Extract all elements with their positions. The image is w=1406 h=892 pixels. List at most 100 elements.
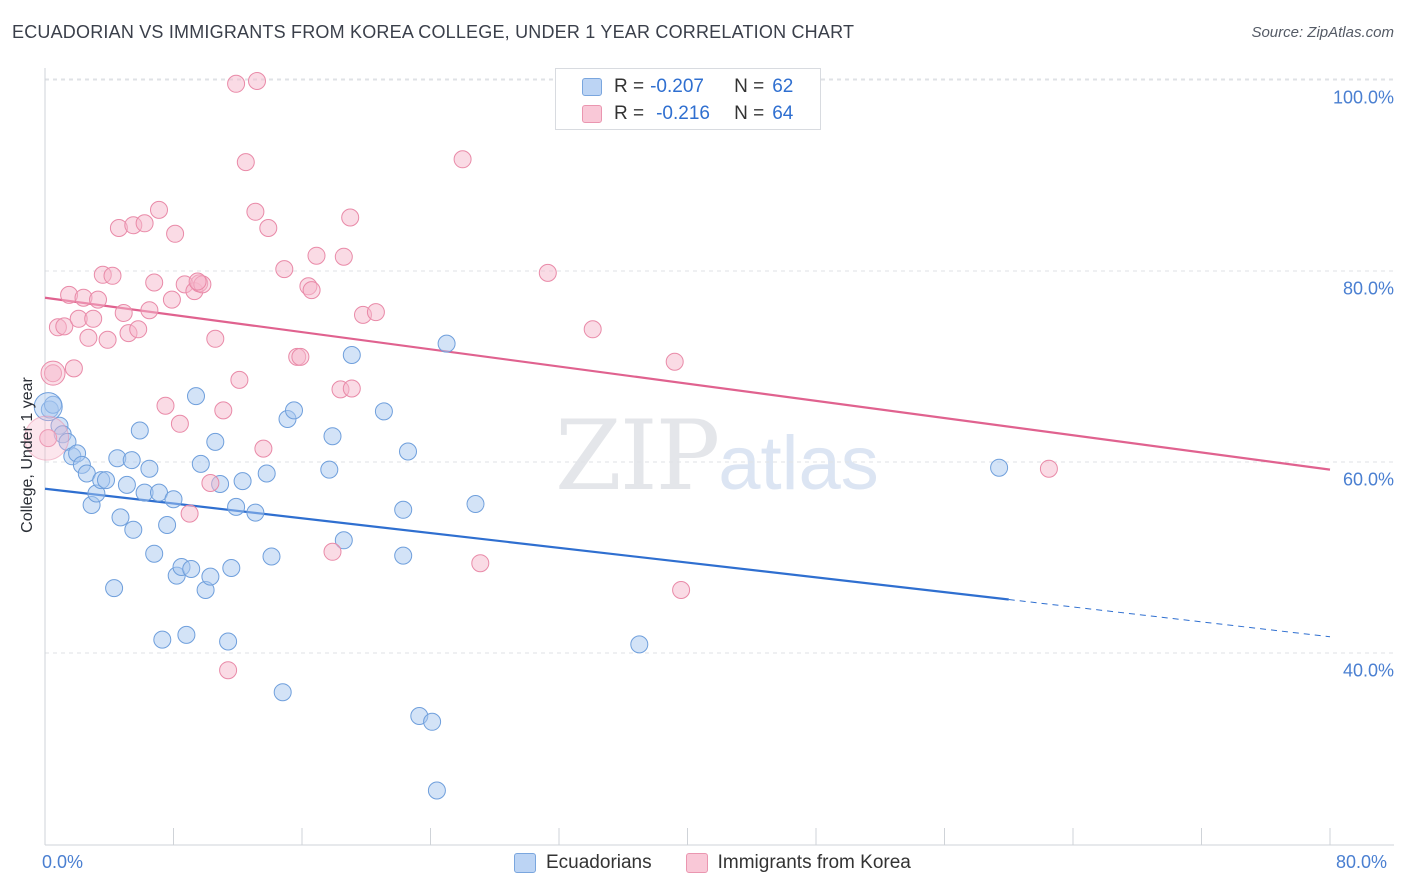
data-point-korea [166,224,185,243]
data-point-korea [135,214,154,233]
data-point-ecuadorian [394,546,413,565]
data-point-ecuadorian [342,346,361,364]
legend-n-value: 64 [772,103,794,124]
legend-swatch-pink [685,853,708,873]
data-point-ecuadorian [233,472,252,491]
data-point-korea [1039,459,1058,478]
legend-r-value: -0.216 [656,103,710,124]
data-point-korea [98,330,117,349]
trendline-ecuadorians-extension [1008,599,1331,638]
data-point-korea [342,379,361,398]
legend-item-korea[interactable]: Immigrants from Korea [685,852,911,874]
data-point-korea [201,474,220,492]
legend-n-label: N = [734,76,765,97]
data-point-korea [302,281,321,300]
data-point-korea [366,303,385,322]
data-point-ecuadorian [285,401,303,420]
data-point-korea [180,504,199,523]
data-point-ecuadorian [323,427,342,446]
data-point-korea [323,542,342,561]
legend-label-korea: Immigrants from Korea [717,852,911,873]
x-tick-label: 80.0% [1336,852,1388,872]
data-point-korea [259,219,278,237]
data-point-korea [230,370,249,389]
watermark-atlas: atlas [718,421,879,506]
legend-swatch-blue [582,78,602,96]
data-point-korea [156,396,175,415]
chart-title: ECUADORIAN VS IMMIGRANTS FROM KOREA COLL… [12,22,855,42]
data-point-ecuadorian [399,442,417,461]
data-point-ecuadorian [153,630,172,649]
watermark-zip: ZIP [555,400,720,512]
data-point-korea [206,329,225,348]
legend-r-value: -0.207 [650,76,704,97]
data-point-korea [214,401,233,420]
data-point-ecuadorian [145,544,164,563]
data-point-ecuadorian [320,460,339,479]
legend-r-label: R = [614,103,645,124]
data-point-korea [24,415,70,461]
data-point-korea [79,328,98,347]
legend-swatch-pink [582,105,602,123]
data-point-korea [583,320,602,339]
data-point-ecuadorian [227,497,246,516]
watermark: ZIPatlas [555,400,879,512]
data-point-korea [89,290,107,309]
data-point-ecuadorian [222,559,241,577]
data-point-korea [471,554,490,573]
data-point-ecuadorian [257,464,276,483]
data-point-ecuadorian [177,625,196,644]
data-point-ecuadorian [117,475,136,494]
data-point-ecuadorian [182,560,201,578]
data-point-ecuadorian [630,635,649,654]
data-point-korea [291,347,310,366]
trendline-korea [44,296,1331,471]
source-label[interactable]: Source: ZipAtlas.com [1251,24,1394,41]
data-point-ecuadorian [122,451,141,470]
data-point-korea [307,246,326,265]
series-legend: Ecuadorians Immigrants from Korea [514,852,945,874]
data-point-ecuadorian [191,454,210,473]
data-point-korea [341,208,360,227]
axes [44,68,1394,846]
data-point-korea [188,272,207,291]
data-point-korea [39,429,58,448]
data-point-ecuadorian [427,781,446,800]
data-point-ecuadorian [394,500,413,519]
data-point-ecuadorian [187,387,205,406]
data-point-korea [672,581,691,599]
legend-n-label: N = [734,103,765,124]
data-point-korea [162,290,181,309]
data-point-korea [219,661,238,680]
data-point-ecuadorian [44,395,62,414]
data-point-ecuadorian [111,508,130,527]
trendline-ecuadorians [44,487,1009,601]
legend-label-ecuadorians: Ecuadorians [546,852,652,873]
legend-n-value: 62 [772,76,794,97]
data-point-ecuadorian [246,503,265,522]
data-point-korea [275,260,294,279]
data-point-ecuadorian [437,334,456,353]
data-point-ecuadorian [466,495,485,513]
data-point-ecuadorian [140,459,159,478]
data-point-korea [55,317,74,336]
data-point-korea [453,150,472,169]
legend-item-ecuadorians[interactable]: Ecuadorians [514,852,652,874]
data-point-ecuadorian [423,712,442,731]
data-point-korea [84,309,103,328]
stats-legend: R = -0.207 N = 62 R = -0.216 N = 64 [555,68,821,130]
data-point-korea [538,263,557,282]
data-point-ecuadorian [97,471,115,490]
data-point-korea [64,359,83,378]
y-tick-label: 100.0% [1332,87,1394,108]
data-point-korea [150,200,168,219]
data-point-korea [665,352,684,371]
data-point-ecuadorian [206,432,225,451]
data-point-korea [170,414,189,433]
data-point-ecuadorian [990,458,1009,477]
scatter-points [24,72,1058,800]
x-tick-label: 0.0% [42,852,84,872]
data-point-korea [103,266,122,285]
data-point-ecuadorian [164,490,183,509]
